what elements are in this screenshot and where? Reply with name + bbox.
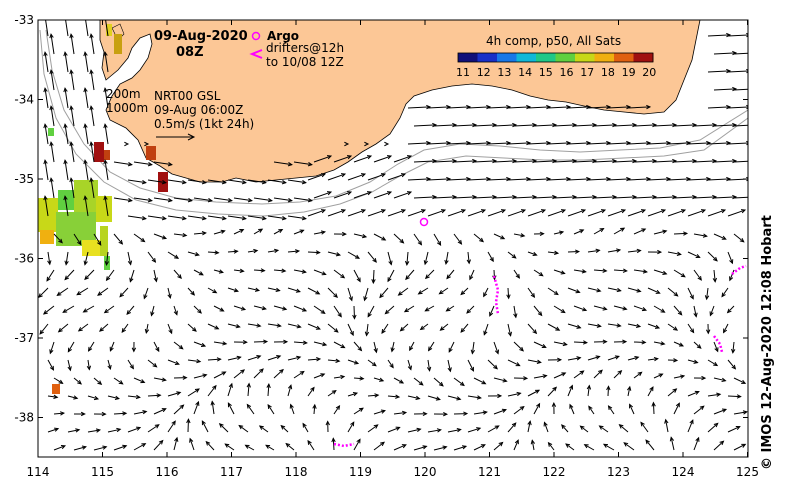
argo-legend-label: Argo	[267, 29, 299, 43]
y-tick-label: -35	[14, 172, 34, 186]
colorbar-tick-label: 14	[518, 66, 532, 79]
x-tick-label: 114	[27, 465, 50, 479]
colorbar-tick-label: 19	[622, 66, 636, 79]
scale-arrow	[156, 133, 196, 141]
y-tick-label: -33	[14, 13, 34, 27]
x-tick-label: 117	[220, 465, 243, 479]
y-tick-label: -34	[14, 93, 34, 107]
colorbar	[457, 52, 654, 63]
colorbar-tick-label: 17	[580, 66, 594, 79]
product-label: NRT00 GSL	[154, 89, 221, 103]
y-tick-label: -37	[14, 331, 34, 345]
colorbar-swatch	[516, 53, 537, 62]
y-axis: -33 -34 -35 -36 -37 -38	[14, 13, 748, 425]
colorbar-swatch	[477, 53, 498, 62]
colorbar-swatch	[614, 53, 634, 62]
colorbar-swatch	[458, 53, 478, 62]
map-date: 09-Aug-2020	[154, 29, 248, 44]
colorbar-swatch	[555, 53, 576, 62]
x-tick-label: 118	[285, 465, 308, 479]
colorbar-tick-label: 20	[642, 66, 656, 79]
x-tick-label: 116	[156, 465, 179, 479]
colorbar-title: 4h comp, p50, All Sats	[486, 34, 621, 48]
x-tick-label: 121	[478, 465, 501, 479]
colorbar-tick-label: 18	[601, 66, 615, 79]
x-tick-label: 119	[349, 465, 372, 479]
colorbar-tick-label: 16	[560, 66, 574, 79]
colorbar-tick-label: 15	[539, 66, 553, 79]
x-axis: 114 115 116 117 118 119 120 121 122 123 124 125	[27, 20, 759, 479]
y-tick-label: -36	[14, 252, 34, 266]
isobath-200m-label: 200m	[106, 87, 141, 101]
colorbar-tick-label: 13	[497, 66, 511, 79]
current-arrows	[38, 20, 748, 451]
x-tick-label: 115	[91, 465, 114, 479]
argo-float	[419, 217, 429, 227]
map-time: 08Z	[176, 45, 204, 60]
analysis-time-label: 09-Aug 06:00Z	[154, 103, 243, 117]
colorbar-swatch	[497, 53, 517, 62]
x-tick-label: 124	[672, 465, 695, 479]
x-tick-label: 122	[543, 465, 566, 479]
y-tick-label: -38	[14, 411, 34, 425]
colorbar-swatch	[575, 53, 595, 62]
drifter-legend-line1: drifters@12h	[266, 41, 344, 55]
colorbar-swatch	[594, 53, 615, 62]
colorbar-swatch	[536, 53, 556, 62]
drifter-legend-line2: to 10/08 12Z	[266, 55, 344, 69]
plot-frame	[37, 19, 749, 458]
argo-legend-icon	[251, 31, 261, 41]
x-tick-label: 123	[607, 465, 630, 479]
isobath-1000m	[39, 29, 748, 217]
x-tick-label: 125	[736, 465, 759, 479]
drifter-tracks	[333, 264, 747, 448]
credit-text: © IMOS 12-Aug-2020 12:08 Hobart	[760, 215, 775, 470]
isobath-1000m-label: 1000m	[106, 101, 148, 115]
scale-label: 0.5m/s (1kt 24h)	[154, 117, 254, 131]
colorbar-ticks: 11 12 13 14 15 16 17 18 19 20	[456, 66, 656, 79]
colorbar-tick-label: 12	[477, 66, 491, 79]
drifter-legend-icon	[249, 49, 263, 59]
colorbar-tick-label: 11	[456, 66, 470, 79]
colorbar-swatch	[633, 53, 654, 62]
x-tick-label: 120	[414, 465, 437, 479]
